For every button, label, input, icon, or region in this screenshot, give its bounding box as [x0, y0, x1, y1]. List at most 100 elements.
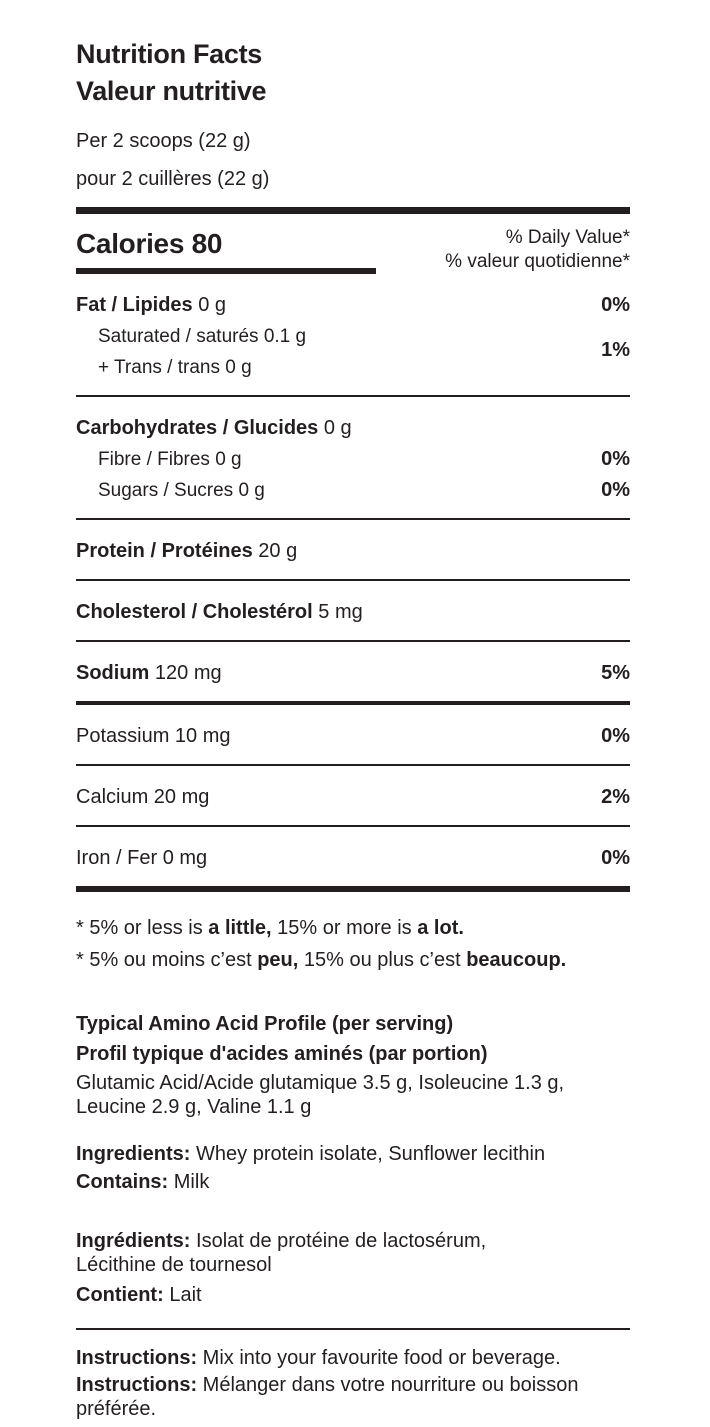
ingredients-en-text: Whey protein isolate, Sunflower lecithin: [190, 1143, 546, 1165]
footnote-fr-pre: * 5% ou moins c’est: [76, 949, 258, 971]
ingredients-fr: Ingrédients: Isolat de protéine de lacto…: [76, 1229, 630, 1277]
instructions-fr-text: Mélanger dans votre nourriture ou boisso…: [76, 1374, 579, 1420]
row-carbohydrates: Carbohydrates / Glucides 0 g: [76, 418, 630, 439]
row-sugars: Sugars / Sucres 0 g 0%: [76, 479, 630, 502]
row-cholesterol: Cholesterol / Cholestérol 5 mg: [76, 602, 630, 623]
calories-underline: [76, 268, 376, 274]
section-iron: Iron / Fer 0 mg 0%: [76, 827, 630, 886]
footnote-fr-beaucoup: beaucoup.: [466, 949, 567, 971]
top-divider: [76, 207, 630, 214]
amino-heading-fr: Profil typique d'acides aminés (par port…: [76, 1043, 488, 1065]
row-iron: Iron / Fer 0 mg 0%: [76, 848, 630, 869]
amino-values: Glutamic Acid/Acide glutamique 3.5 g, Is…: [76, 1072, 565, 1118]
section-potassium: Potassium 10 mg 0%: [76, 705, 630, 764]
row-calcium: Calcium 20 mg 2%: [76, 787, 630, 808]
row-protein: Protein / Protéines 20 g: [76, 541, 630, 562]
daily-value-header-fr: % valeur quotidienne*: [445, 251, 630, 272]
section-sodium: Sodium 120 mg 5%: [76, 642, 630, 701]
carbohydrates-name: Carbohydrates / Glucides 0 g: [76, 418, 352, 439]
protein-label: Protein / Protéines: [76, 540, 253, 562]
sodium-daily-value: 5%: [601, 662, 630, 684]
label-title-fr: Valeur nutritive: [76, 76, 267, 106]
iron-daily-value: 0%: [601, 847, 630, 869]
sodium-label: Sodium: [76, 662, 150, 684]
saturated-label: Saturated / saturés 0.1 g: [98, 326, 307, 347]
contains-fr-text: Lait: [163, 1284, 202, 1306]
calcium-label: Calcium 20 mg: [76, 786, 210, 808]
cholesterol-label: Cholesterol / Cholestérol: [76, 601, 313, 623]
cholesterol-name: Cholesterol / Cholestérol 5 mg: [76, 602, 363, 623]
divider-after-protein: [76, 579, 630, 581]
footnote-fr: * 5% ou moins c’est peu, 15% ou plus c’e…: [76, 944, 630, 976]
footnote-en-pre: * 5% or less is: [76, 917, 209, 939]
section-cholesterol: Cholesterol / Cholestérol 5 mg: [76, 581, 630, 640]
divider-after-sodium: [76, 701, 630, 705]
sugars-label: Sugars / Sucres 0 g: [98, 480, 265, 501]
footnote-en-a-lot: a lot.: [417, 917, 464, 939]
serving-size-en: Per 2 scoops (22 g): [76, 130, 251, 152]
calcium-daily-value: 2%: [601, 786, 630, 808]
footnote-en-mid: 15% or more is: [271, 917, 418, 939]
divider-after-calcium: [76, 825, 630, 827]
carbohydrates-label: Carbohydrates / Glucides: [76, 417, 319, 439]
section-fat: Fat / Lipides 0 g 0% Saturated / saturés…: [76, 274, 630, 395]
instructions-en: Instructions: Mix into your favourite fo…: [76, 1343, 630, 1373]
sodium-amount: 120 mg: [154, 662, 222, 684]
ingredients-fr-text: Isolat de protéine de lactosérum, Lécith…: [76, 1230, 487, 1276]
contains-en-label: Contains:: [76, 1171, 169, 1193]
amino-acid-profile: Typical Amino Acid Profile (per serving)…: [76, 1009, 630, 1119]
row-saturated: Saturated / saturés 0.1 g 1%: [76, 326, 630, 361]
divider-after-potassium: [76, 764, 630, 766]
instructions-en-label: Instructions:: [76, 1347, 198, 1369]
contains-en: Contains: Milk: [76, 1168, 630, 1196]
footnote-en: * 5% or less is a little, 15% or more is…: [76, 912, 630, 944]
serving-size-fr: pour 2 cuillères (22 g): [76, 168, 270, 190]
protein-name: Protein / Protéines 20 g: [76, 541, 297, 562]
contains-fr: Contient: Lait: [76, 1281, 630, 1309]
section-carbohydrates: Carbohydrates / Glucides 0 g Fibre / Fib…: [76, 397, 630, 518]
divider-after-cholesterol: [76, 640, 630, 642]
calories-block: Calories 80: [76, 226, 376, 274]
row-trans: + Trans / trans 0 g: [76, 357, 630, 378]
ingredients-en-label: Ingredients:: [76, 1143, 191, 1165]
divider-after-carbohydrates: [76, 518, 630, 520]
daily-value-header-en: % Daily Value*: [505, 227, 630, 248]
cholesterol-amount: 5 mg: [318, 601, 363, 623]
row-fibre: Fibre / Fibres 0 g 0%: [76, 449, 630, 471]
ingredients-fr-label: Ingrédients:: [76, 1230, 191, 1252]
nutrient-name-fat: Fat / Lipides 0 g: [76, 295, 226, 316]
footnote-fr-peu: peu,: [257, 949, 299, 971]
ingredients-en: Ingredients: Whey protein isolate, Sunfl…: [76, 1140, 630, 1168]
instructions-en-text: Mix into your favourite food or beverage…: [197, 1347, 561, 1369]
instructions-divider: [76, 1328, 630, 1330]
section-calcium: Calcium 20 mg 2%: [76, 766, 630, 825]
carbohydrates-amount: 0 g: [323, 417, 352, 439]
iron-label: Iron / Fer 0 mg: [76, 847, 208, 869]
contains-en-text: Milk: [168, 1171, 210, 1193]
instructions-fr-label: Instructions:: [76, 1374, 198, 1396]
potassium-label: Potassium 10 mg: [76, 725, 231, 747]
fat-daily-value: 0%: [601, 294, 630, 316]
footnote-en-a-little: a little,: [208, 917, 272, 939]
bottom-divider: [76, 886, 630, 892]
calories-heading: Calories 80: [76, 228, 223, 259]
row-potassium: Potassium 10 mg 0%: [76, 726, 630, 747]
contains-fr-label: Contient:: [76, 1284, 164, 1306]
fat-amount: 0 g: [198, 294, 227, 316]
protein-amount: 20 g: [258, 540, 298, 562]
footnote-fr-mid: 15% ou plus c’est: [298, 949, 467, 971]
divider-after-fat: [76, 395, 630, 397]
calories-row: Calories 80 % Daily Value* % valeur quot…: [76, 226, 630, 274]
trans-label: + Trans / trans 0 g: [98, 357, 252, 378]
amino-heading-en: Typical Amino Acid Profile (per serving): [76, 1013, 454, 1035]
fat-label: Fat / Lipides: [76, 294, 193, 316]
saturated-daily-value: 1%: [601, 339, 630, 361]
potassium-daily-value: 0%: [601, 725, 630, 747]
section-protein: Protein / Protéines 20 g: [76, 520, 630, 579]
label-title-en: Nutrition Facts: [76, 39, 263, 69]
sugars-daily-value: 0%: [601, 479, 630, 501]
sodium-name: Sodium 120 mg: [76, 663, 222, 684]
daily-value-header: % Daily Value* % valeur quotidienne*: [445, 226, 630, 274]
instructions-fr: Instructions: Mélanger dans votre nourri…: [76, 1373, 630, 1421]
